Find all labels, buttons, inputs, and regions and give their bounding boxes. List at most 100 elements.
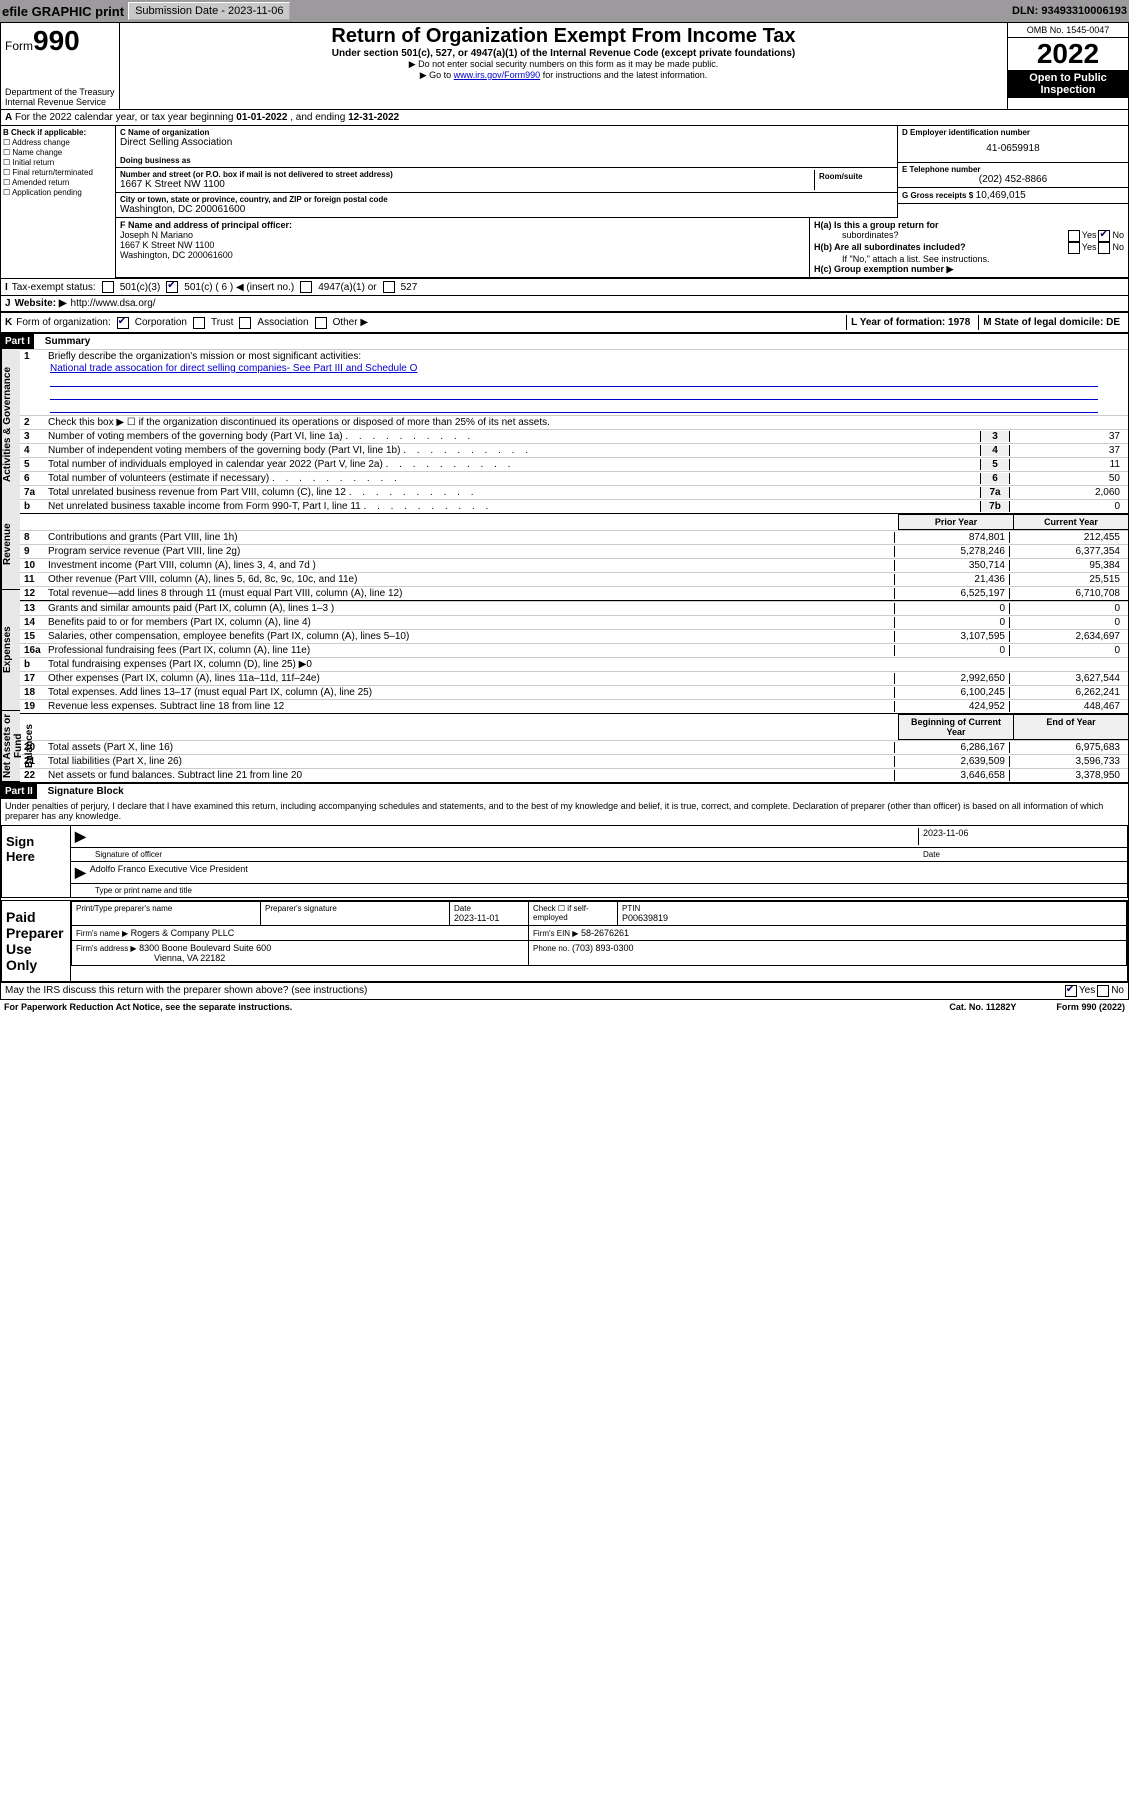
rule-line <box>50 376 1098 387</box>
summary-line: 13Grants and similar amounts paid (Part … <box>20 601 1128 615</box>
form-version: Form 990 (2022) <box>1056 1002 1125 1012</box>
public-inspection: Open to Public Inspection <box>1008 70 1128 98</box>
self-employed-check[interactable]: Check ☐ if self-employed <box>529 902 618 926</box>
hb-yes[interactable] <box>1068 242 1080 254</box>
identity-block: B Check if applicable: ☐ Address change … <box>1 126 1128 278</box>
chk-assoc[interactable] <box>239 317 251 329</box>
summary-line: 15Salaries, other compensation, employee… <box>20 629 1128 643</box>
phone-value: (202) 452-8866 <box>902 174 1124 185</box>
addr-value: 1667 K Street NW 1100 <box>120 179 814 190</box>
label-k: K <box>5 317 12 328</box>
addr-label: Number and street (or P.O. box if mail i… <box>120 170 814 179</box>
room-label: Room/suite <box>819 172 889 181</box>
firm-addr1: 8300 Boone Boulevard Suite 600 <box>139 943 271 953</box>
prior-current-header: Prior Year Current Year <box>20 513 1128 530</box>
chk-other[interactable] <box>315 317 327 329</box>
signature-block: Sign Here ▶ 2023-11-06 Signature of offi… <box>1 825 1128 898</box>
hc-label: H(c) Group exemption number ▶ <box>814 264 1124 275</box>
chk-name-change[interactable]: ☐ Name change <box>3 148 113 157</box>
sidebar-netassets: Net Assets or Fund Balances <box>1 711 20 782</box>
sig-date: 2023-11-06 <box>918 828 1123 845</box>
irs-link[interactable]: www.irs.gov/Form990 <box>454 70 541 80</box>
summary-line: 21Total liabilities (Part X, line 26) 2,… <box>20 754 1128 768</box>
chk-corp[interactable] <box>117 317 129 329</box>
line-2: 2 Check this box ▶ ☐ if the organization… <box>20 415 1128 429</box>
prep-phone: (703) 893-0300 <box>572 943 634 953</box>
summary-line: 8Contributions and grants (Part VIII, li… <box>20 530 1128 544</box>
officer-name-title: Adolfo Franco Executive Vice President <box>90 864 248 881</box>
firm-name: Rogers & Company PLLC <box>131 928 235 938</box>
end-year-header: End of Year <box>1013 714 1128 740</box>
form-title: Return of Organization Exempt From Incom… <box>122 25 1005 48</box>
part2-header-row: Part II Signature Block <box>1 783 1128 799</box>
date-label: Date <box>923 850 1123 859</box>
ein-value: 41-0659918 <box>902 137 1124 160</box>
chk-527[interactable] <box>383 281 395 293</box>
dln-label: DLN: 93493310006193 <box>1012 5 1127 17</box>
chk-501c[interactable] <box>166 281 178 293</box>
part2-header: Part II <box>1 784 37 799</box>
summary-line: 18Total expenses. Add lines 13–17 (must … <box>20 685 1128 699</box>
part1-header: Part I <box>1 334 34 349</box>
type-label: Type or print name and title <box>71 884 1127 897</box>
website-link[interactable]: http://www.dsa.org/ <box>71 298 156 309</box>
summary-line: 9Program service revenue (Part VIII, lin… <box>20 544 1128 558</box>
ha-no[interactable] <box>1098 230 1110 242</box>
begin-date: 01-01-2022 <box>236 112 287 123</box>
summary-line: 20Total assets (Part X, line 16) 6,286,1… <box>20 740 1128 754</box>
goto-post: for instructions and the latest informat… <box>540 70 707 80</box>
hb-no[interactable] <box>1098 242 1110 254</box>
begin-year-header: Beginning of Current Year <box>898 714 1013 740</box>
ha-yes[interactable] <box>1068 230 1080 242</box>
summary-line: 3Number of voting members of the governi… <box>20 429 1128 443</box>
status-label: Tax-exempt status: <box>12 282 96 293</box>
form-subtitle: Under section 501(c), 527, or 4947(a)(1)… <box>122 48 1005 59</box>
may-irs-yes[interactable] <box>1065 985 1077 997</box>
firm-ein: 58-2676261 <box>581 928 629 938</box>
cat-no: Cat. No. 11282Y <box>949 1002 1016 1012</box>
chk-amended[interactable]: ☐ Amended return <box>3 178 113 187</box>
officer-name: Joseph N Mariano <box>120 230 805 240</box>
chk-4947[interactable] <box>300 281 312 293</box>
summary-line: 16aProfessional fundraising fees (Part I… <box>20 643 1128 657</box>
may-irs-no[interactable] <box>1097 985 1109 997</box>
org-name-label: C Name of organization <box>120 128 893 137</box>
hb-label: H(b) Are all subordinates included? <box>814 242 1066 254</box>
paid-preparer-block: Paid Preparer Use Only Print/Type prepar… <box>1 900 1128 982</box>
part1-body: Activities & Governance Revenue Expenses… <box>1 349 1128 783</box>
omb-number: OMB No. 1545-0047 <box>1008 23 1128 38</box>
label-j: J <box>5 298 11 309</box>
website-label: Website: ▶ <box>15 298 67 309</box>
summary-line: 17Other expenses (Part IX, column (A), l… <box>20 671 1128 685</box>
state-domicile: M State of legal domicile: DE <box>978 315 1124 330</box>
chk-501c3[interactable] <box>102 281 114 293</box>
current-year-header: Current Year <box>1013 514 1128 530</box>
label-a: A <box>5 112 12 123</box>
submission-date-button[interactable]: Submission Date - 2023-11-06 <box>128 2 290 20</box>
sectiona-text: For the 2022 calendar year, or tax year … <box>15 112 233 123</box>
chk-initial-return[interactable]: ☐ Initial return <box>3 158 113 167</box>
ptin-value: P00639819 <box>622 913 1122 923</box>
end-date: 12-31-2022 <box>348 112 399 123</box>
sidebar-expenses: Expenses <box>1 590 20 711</box>
prep-sig-label: Preparer's signature <box>265 904 445 913</box>
page-footer: For Paperwork Reduction Act Notice, see … <box>0 1000 1129 1014</box>
sig-officer-label: Signature of officer <box>95 850 923 859</box>
summary-line: 19Revenue less expenses. Subtract line 1… <box>20 699 1128 713</box>
dba-label: Doing business as <box>120 156 893 165</box>
chk-application-pending[interactable]: ☐ Application pending <box>3 188 113 197</box>
sign-here-label: Sign Here <box>2 826 70 897</box>
phone-label: E Telephone number <box>902 165 1124 174</box>
chk-address-change[interactable]: ☐ Address change <box>3 138 113 147</box>
paperwork-notice: For Paperwork Reduction Act Notice, see … <box>4 1002 292 1012</box>
officer-addr2: Washington, DC 200061600 <box>120 250 805 260</box>
officer-label: F Name and address of principal officer: <box>120 220 805 230</box>
city-value: Washington, DC 200061600 <box>120 204 893 215</box>
prior-year-header: Prior Year <box>898 514 1013 530</box>
chk-trust[interactable] <box>193 317 205 329</box>
may-irs-text: May the IRS discuss this return with the… <box>5 985 1063 997</box>
sidebar-governance: Activities & Governance <box>1 349 20 499</box>
arrow-icon: ▶ <box>75 828 86 845</box>
summary-line: 11Other revenue (Part VIII, column (A), … <box>20 572 1128 586</box>
chk-final-return[interactable]: ☐ Final return/terminated <box>3 168 113 177</box>
